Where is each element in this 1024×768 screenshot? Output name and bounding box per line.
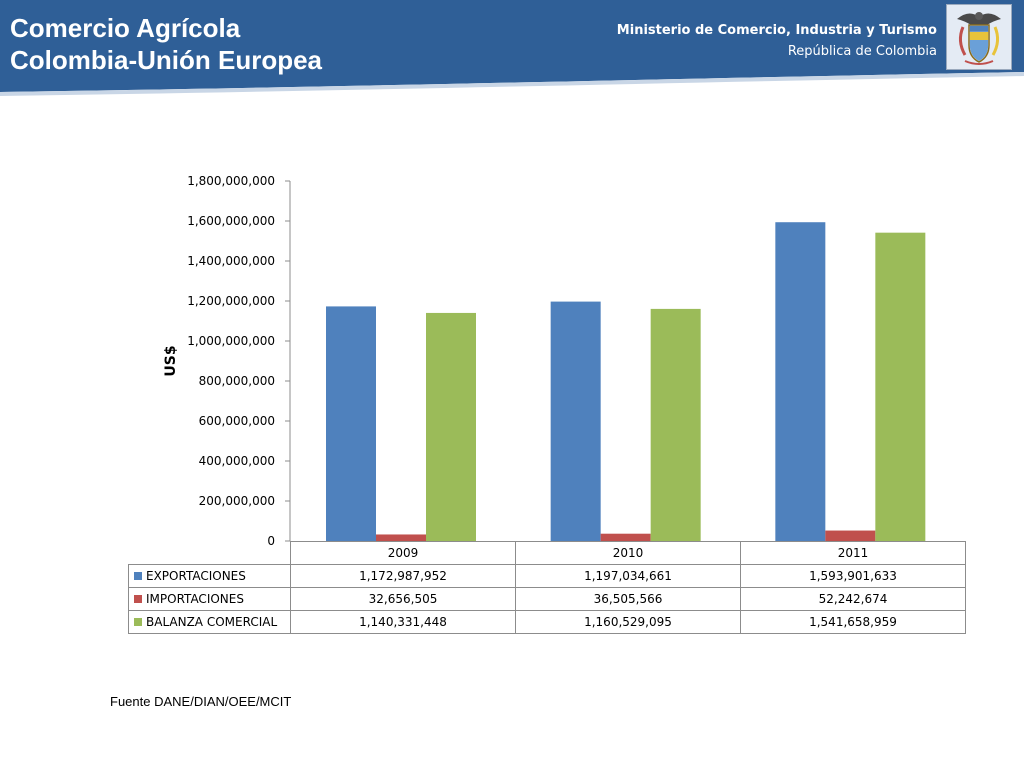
data-label: 1,197,034,661 (515, 564, 741, 588)
y-tick-label: 800,000,000 (199, 374, 275, 388)
y-tick-label: 400,000,000 (199, 454, 275, 468)
ministry-name: Ministerio de Comercio, Industria y Turi… (616, 23, 937, 38)
y-tick-label: 1,200,000,000 (187, 294, 275, 308)
source-note: Fuente DANE/DIAN/OEE/MCIT (110, 694, 292, 709)
title-line-1: Comercio Agrícola (10, 13, 241, 43)
series-name: BALANZA COMERCIAL (146, 615, 278, 629)
y-tick-label: 1,000,000,000 (187, 334, 275, 348)
y-tick-label: 200,000,000 (199, 494, 275, 508)
ministry-block: Ministerio de Comercio, Industria y Turi… (617, 20, 937, 62)
data-label: 1,160,529,095 (515, 610, 741, 634)
slide-title: Comercio Agrícola Colombia-Unión Europea (10, 12, 322, 76)
table-row-exportaciones: EXPORTACIONES 1,172,987,952 1,197,034,66… (128, 564, 966, 588)
bar-exportaciones-2011 (775, 222, 826, 542)
data-label: 52,242,674 (740, 587, 966, 611)
y-tick-label: 1,400,000,000 (187, 254, 275, 268)
bar-importaciones-2009 (376, 534, 426, 541)
y-axis-label: US$ (163, 345, 179, 376)
legend-swatch-balanza-comercial (134, 618, 142, 626)
legend-swatch-exportaciones (134, 572, 142, 580)
y-tick-label: 0 (267, 534, 275, 548)
bar-balanza-comercial-2011 (875, 232, 926, 541)
table-header-row: 2009 2010 2011 (128, 541, 966, 565)
bar-balanza-comercial-2009 (426, 312, 476, 541)
bar-importaciones-2011 (825, 530, 876, 541)
series-label: BALANZA COMERCIAL (128, 610, 291, 634)
data-label: 32,656,505 (290, 587, 516, 611)
bar-exportaciones-2009 (326, 306, 376, 541)
category-label: 2011 (740, 541, 966, 565)
table-row-balanza-comercial: BALANZA COMERCIAL 1,140,331,448 1,160,52… (128, 610, 966, 634)
country-name: República de Colombia (787, 44, 937, 59)
series-label: IMPORTACIONES (128, 587, 291, 611)
y-tick-label: 1,600,000,000 (187, 214, 275, 228)
category-label: 2010 (515, 541, 741, 565)
y-tick-label: 600,000,000 (199, 414, 275, 428)
category-label: 2009 (290, 541, 516, 565)
series-name: EXPORTACIONES (146, 569, 246, 583)
bar-balanza-comercial-2010 (650, 308, 701, 541)
y-tick-label: 1,800,000,000 (187, 174, 275, 188)
data-label: 1,172,987,952 (290, 564, 516, 588)
bar-importaciones-2010 (600, 533, 651, 541)
series-label: EXPORTACIONES (128, 564, 291, 588)
bar-exportaciones-2010 (550, 301, 601, 541)
data-label: 1,541,658,959 (740, 610, 966, 634)
table-corner (128, 541, 291, 565)
coat-of-arms-icon (946, 4, 1012, 70)
data-label: 36,505,566 (515, 587, 741, 611)
title-line-2: Colombia-Unión Europea (10, 45, 322, 75)
data-label: 1,140,331,448 (290, 610, 516, 634)
header-banner (0, 0, 1024, 96)
table-row-importaciones: IMPORTACIONES 32,656,505 36,505,566 52,2… (128, 587, 966, 611)
legend-swatch-importaciones (134, 595, 142, 603)
series-name: IMPORTACIONES (146, 592, 244, 606)
data-label: 1,593,901,633 (740, 564, 966, 588)
chart-data-table: 2009 2010 2011 EXPORTACIONES 1,172,987,9… (128, 541, 966, 634)
